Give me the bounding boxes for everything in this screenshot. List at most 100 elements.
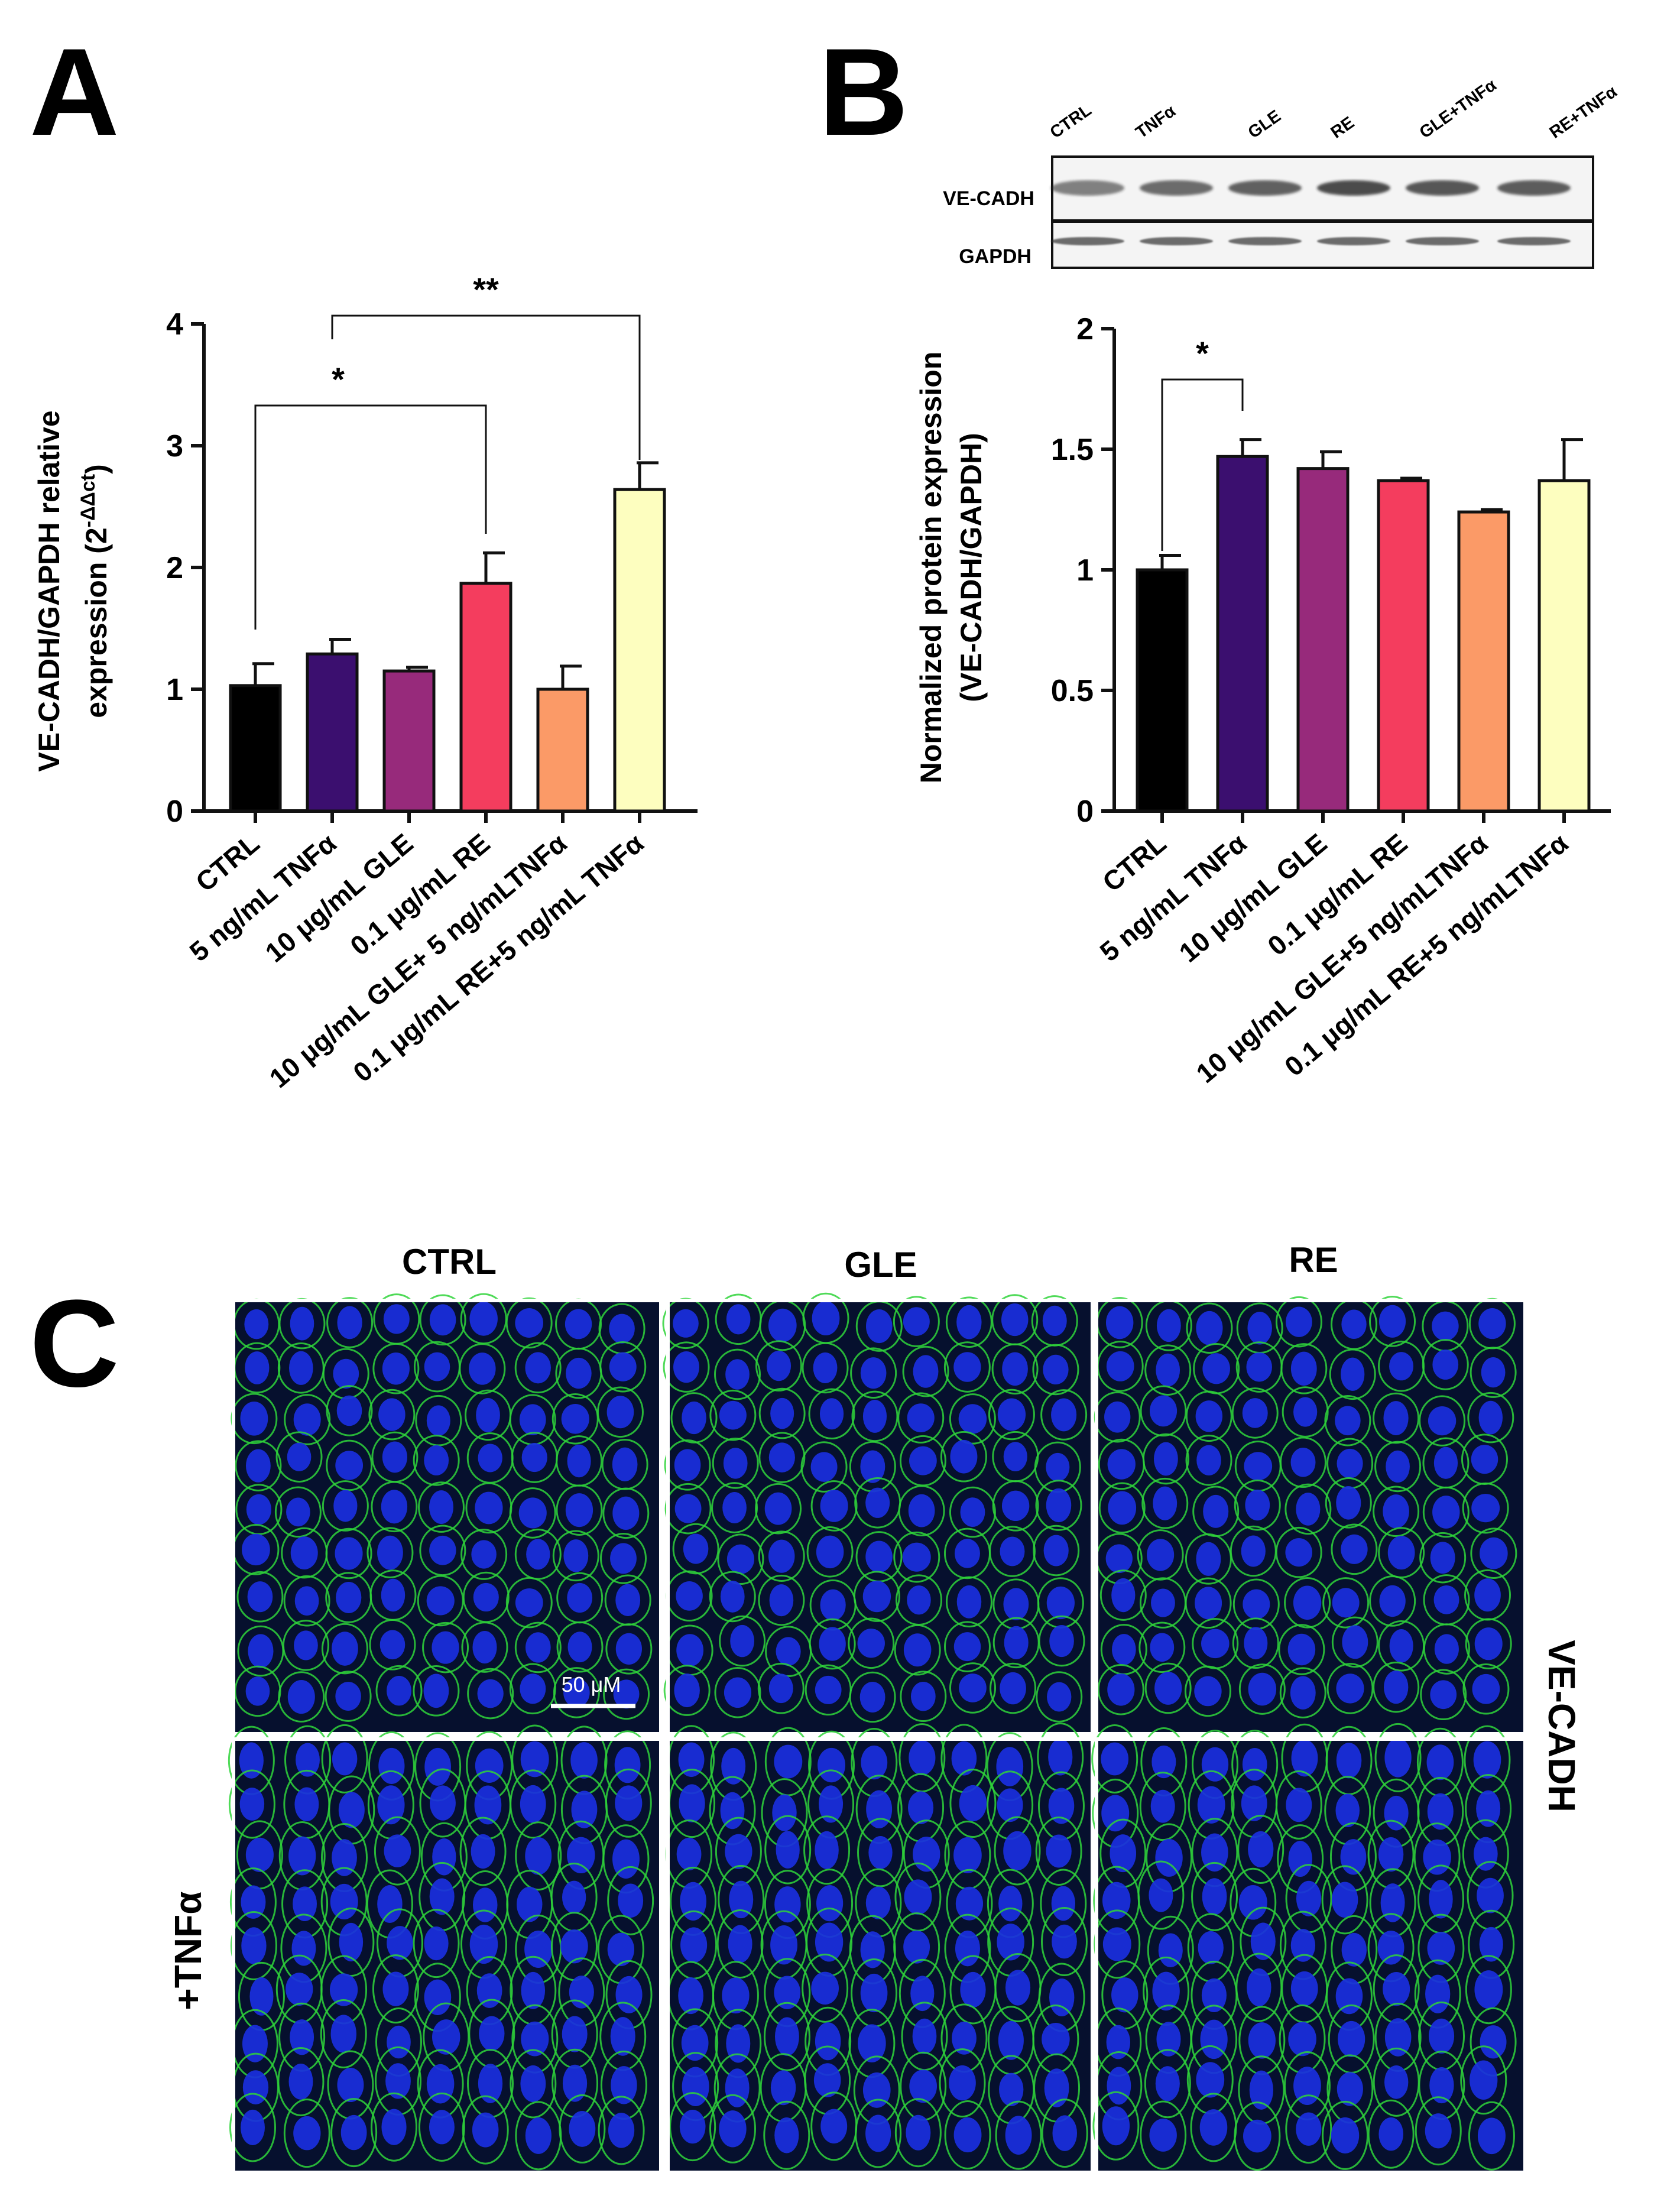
micro-nucleus bbox=[724, 1677, 752, 1708]
micro-nucleus bbox=[908, 1791, 934, 1824]
micro-nucleus bbox=[429, 2110, 455, 2145]
micro-nucleus bbox=[429, 1535, 456, 1565]
micro-membrane bbox=[902, 1345, 949, 1397]
micro-membrane bbox=[556, 1621, 604, 1673]
micro-nucleus bbox=[912, 2018, 937, 2054]
blot-band-vecadh bbox=[1228, 180, 1302, 196]
micro-image bbox=[1091, 1723, 1527, 2174]
micro-nucleus bbox=[291, 1931, 316, 1966]
micro-membrane bbox=[1324, 1394, 1371, 1446]
micro-nucleus bbox=[1149, 1395, 1178, 1427]
micro-nucleus bbox=[913, 1355, 939, 1388]
micro-nucleus bbox=[1149, 1878, 1173, 1912]
micro-nucleus bbox=[1290, 1676, 1316, 1710]
micro-membrane bbox=[1186, 1302, 1233, 1354]
chartA-y-tick-label: 4 bbox=[166, 307, 183, 342]
micro-nucleus bbox=[1336, 1743, 1362, 1779]
micro-nucleus bbox=[245, 1676, 270, 1706]
micro-nucleus bbox=[288, 1836, 316, 1876]
chartA-sig-bracket bbox=[331, 314, 641, 460]
micro-membrane bbox=[230, 1911, 277, 1981]
micro-membrane bbox=[1275, 1296, 1322, 1348]
micro-nucleus bbox=[819, 1398, 844, 1430]
micro-nucleus bbox=[1203, 1494, 1229, 1528]
micro-nucleus bbox=[287, 1679, 315, 1714]
micro-nucleus bbox=[1104, 1401, 1131, 1433]
micro-nucleus bbox=[997, 1788, 1023, 1822]
chart-a-significance: *** bbox=[254, 271, 641, 630]
micro-membrane bbox=[716, 1909, 764, 1979]
micro-stain-label: VE-CADH bbox=[1540, 1640, 1583, 1812]
micro-membrane bbox=[1185, 1577, 1232, 1629]
micro-membrane bbox=[1465, 1618, 1512, 1670]
micro-nucleus bbox=[1480, 1537, 1508, 1569]
chartB-bar bbox=[1457, 510, 1510, 813]
micro-membrane bbox=[1275, 1770, 1322, 1840]
micro-nucleus bbox=[1106, 2025, 1131, 2059]
micro-membrane bbox=[282, 1620, 329, 1671]
blot-lane-label: GLE+TNFα bbox=[1416, 76, 1500, 142]
micro-nucleus bbox=[1288, 1841, 1312, 1877]
micro-nucleus bbox=[377, 1535, 403, 1570]
micro-nucleus bbox=[678, 1742, 705, 1778]
micro-nucleus bbox=[610, 2017, 635, 2056]
micro-nucleus bbox=[726, 2024, 751, 2063]
chartA-y-tick-label: 2 bbox=[166, 551, 183, 585]
micro-membrane bbox=[413, 1909, 460, 1979]
micro-nucleus bbox=[1474, 1578, 1501, 1612]
micro-nucleus bbox=[1108, 1491, 1137, 1525]
micro-membrane bbox=[1140, 2100, 1187, 2170]
micro-membrane bbox=[371, 1481, 418, 1533]
micro-nucleus bbox=[1383, 1494, 1409, 1529]
chartA-bar bbox=[306, 652, 359, 813]
micro-nucleus bbox=[1473, 1741, 1501, 1779]
micro-nucleus bbox=[865, 1540, 893, 1573]
micro-nucleus bbox=[1428, 2018, 1455, 2054]
micro-membrane bbox=[1040, 1389, 1088, 1441]
blot-band-gapdh bbox=[1140, 237, 1213, 245]
micro-nucleus bbox=[955, 1886, 984, 1921]
chartA-y-tick-label: 1 bbox=[166, 673, 183, 707]
micro-membrane bbox=[413, 1435, 460, 1486]
micro-nucleus bbox=[472, 1887, 498, 1922]
micro-membrane bbox=[1280, 1436, 1327, 1488]
micro-nucleus bbox=[567, 1444, 591, 1478]
micro-membrane bbox=[714, 1666, 761, 1718]
micro-nucleus bbox=[475, 1491, 503, 1525]
micro-nucleus bbox=[1000, 1672, 1026, 1705]
micro-nucleus bbox=[386, 1675, 411, 1706]
micro-nucleus bbox=[329, 1973, 358, 2006]
micro-nucleus bbox=[1430, 1542, 1455, 1574]
micro-nucleus bbox=[1341, 1357, 1365, 1391]
micro-nucleus bbox=[1476, 1790, 1501, 1827]
micro-nucleus bbox=[244, 1309, 269, 1339]
micro-image bbox=[666, 1722, 1094, 2174]
micro-nucleus bbox=[1341, 1534, 1368, 1564]
micro-image-border bbox=[666, 1299, 1094, 1736]
micro-nucleus bbox=[726, 1544, 754, 1574]
micro-nucleus bbox=[1378, 2117, 1403, 2151]
micro-nucleus bbox=[1047, 1682, 1072, 1712]
micro-nucleus bbox=[956, 1305, 982, 1339]
chart-b-bars bbox=[1136, 438, 1591, 813]
micro-nucleus bbox=[1107, 1673, 1135, 1706]
micro-nucleus bbox=[332, 1839, 357, 1876]
chart-a-ylabel-close: ) bbox=[80, 464, 113, 474]
western-blot: CTRL TNFα GLE RE GLE+TNFα RE+TNFα VE-CADH GAP… bbox=[943, 76, 1621, 269]
micro-nucleus bbox=[1241, 1535, 1266, 1567]
micro-nucleus bbox=[907, 1403, 935, 1433]
micro-membrane bbox=[1232, 1617, 1279, 1669]
micro-nucleus bbox=[770, 1397, 794, 1429]
micro-membrane bbox=[325, 1527, 372, 1579]
micro-membrane bbox=[1091, 1724, 1138, 1793]
micro-nucleus bbox=[615, 1785, 643, 1821]
micro-membrane bbox=[275, 1431, 323, 1483]
micro-nucleus bbox=[815, 1922, 844, 1962]
blot-band-vecadh bbox=[1140, 180, 1213, 196]
micro-membrane bbox=[1420, 1669, 1467, 1721]
micro-membrane bbox=[322, 1480, 369, 1532]
micro-membrane bbox=[853, 1571, 900, 1622]
micro-nucleus bbox=[1241, 1785, 1267, 1821]
micro-nucleus bbox=[335, 1682, 361, 1711]
blot-bands bbox=[1051, 180, 1571, 245]
